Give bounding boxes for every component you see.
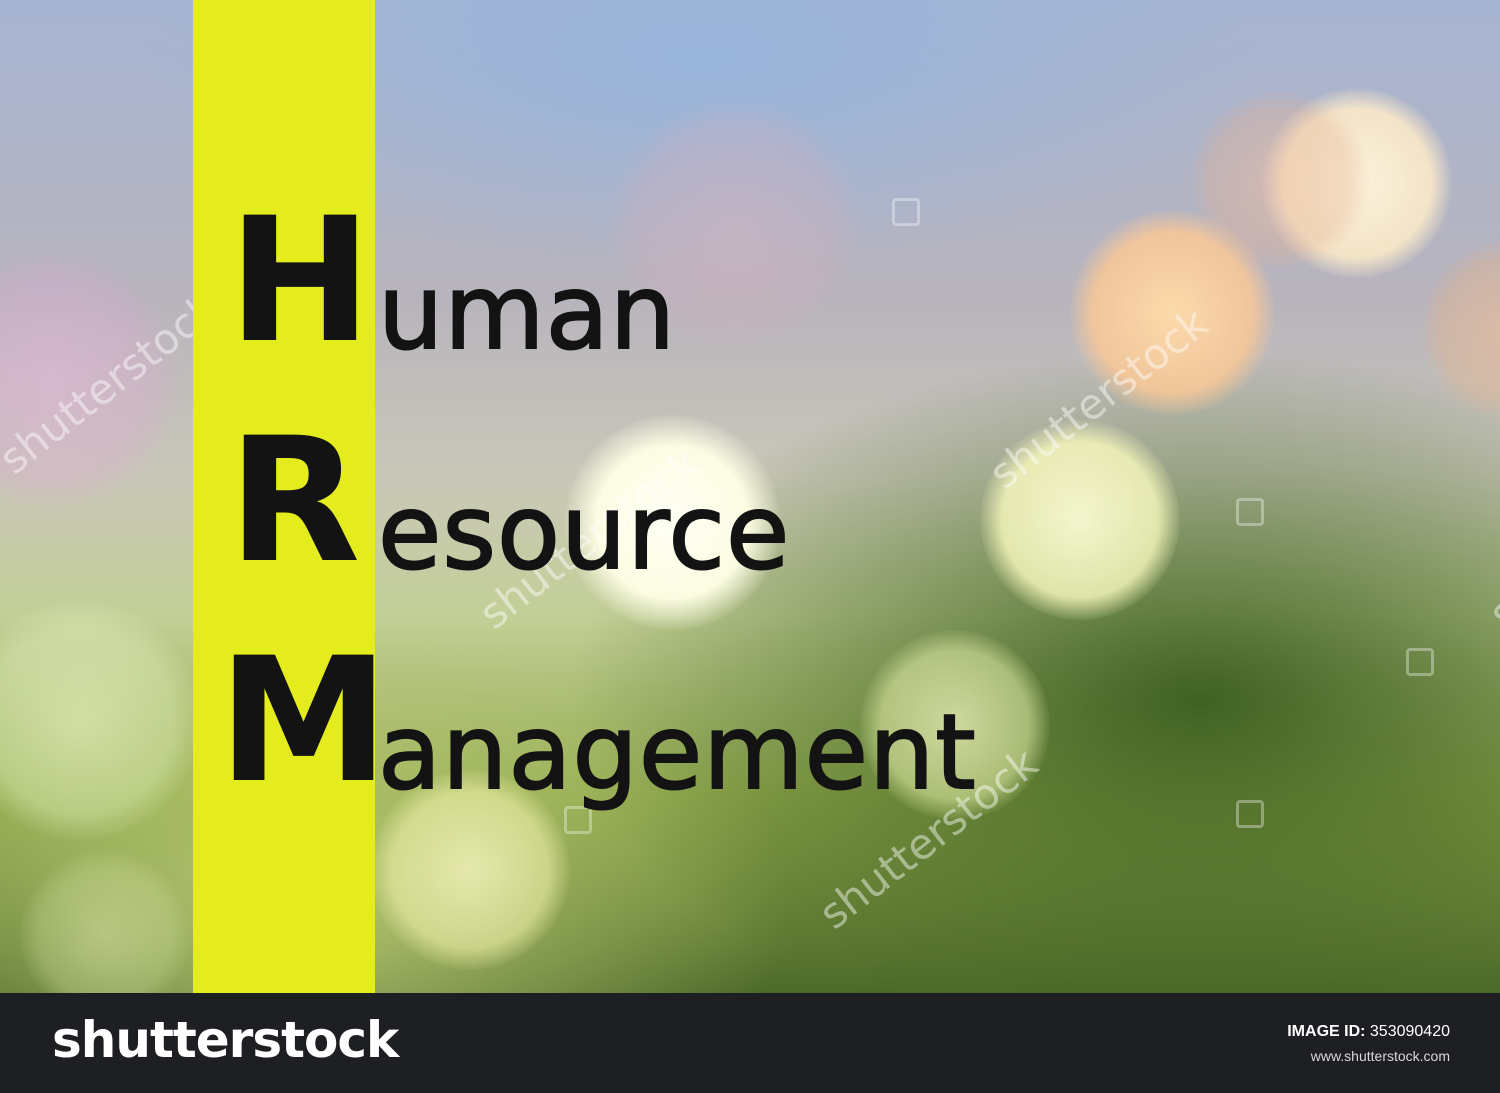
watermark-icon: [564, 806, 592, 834]
acronym-word-human: uman: [377, 253, 677, 373]
acronym-word-management: anagement: [377, 693, 977, 813]
bokeh-light: [1420, 240, 1500, 420]
acronym-letter-m: M: [218, 620, 390, 821]
watermark-icon: [1406, 648, 1434, 676]
bokeh-light: [1262, 88, 1452, 278]
watermark-text: shutterstock: [1480, 438, 1500, 639]
image-id: IMAGE ID: 353090420: [1287, 1023, 1450, 1041]
bokeh-light: [0, 600, 200, 840]
acronym-word-resource: esource: [377, 473, 791, 593]
shutterstock-logo: shutterstock: [52, 1011, 399, 1069]
acronym-letter-r: R: [228, 400, 361, 601]
bokeh-light: [20, 850, 190, 993]
yellow-highlight-band: [193, 0, 375, 993]
watermark-icon: [1236, 800, 1264, 828]
watermark-icon: [892, 198, 920, 226]
image-id-label: IMAGE ID:: [1287, 1023, 1366, 1040]
image-id-value: 353090420: [1369, 1023, 1450, 1040]
watermark-text: shutterstock: [980, 298, 1218, 499]
acronym-letter-h: H: [228, 180, 372, 381]
bokeh-light: [1190, 90, 1370, 270]
site-url: www.shutterstock.com: [1310, 1048, 1450, 1064]
footer-bar: shutterstock IMAGE ID: 353090420 www.shu…: [0, 993, 1500, 1093]
watermark-icon: [1236, 498, 1264, 526]
